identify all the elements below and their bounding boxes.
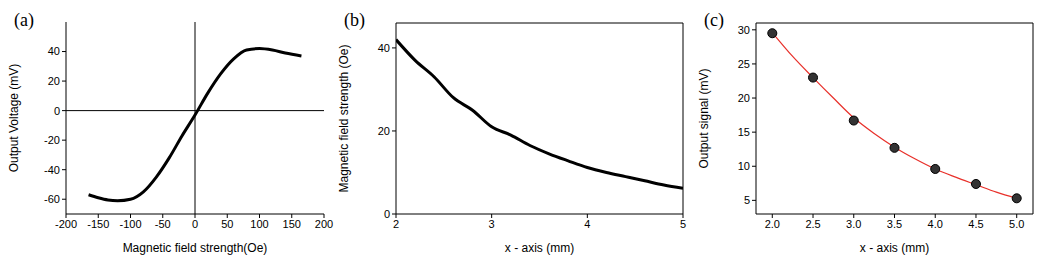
svg-text:5: 5 — [744, 194, 750, 206]
svg-text:-50: -50 — [155, 218, 171, 230]
svg-text:-150: -150 — [87, 218, 109, 230]
svg-text:Output signal (mV): Output signal (mV) — [698, 68, 711, 168]
svg-text:4: 4 — [584, 218, 590, 230]
svg-text:-200: -200 — [55, 218, 77, 230]
svg-text:-40: -40 — [44, 164, 60, 176]
svg-text:10: 10 — [738, 160, 750, 172]
svg-text:Magnetic field strength (Oe): Magnetic field strength (Oe) — [338, 44, 351, 192]
svg-text:3.0: 3.0 — [846, 218, 861, 230]
svg-text:150: 150 — [283, 218, 301, 230]
svg-text:3.5: 3.5 — [887, 218, 902, 230]
svg-text:25: 25 — [738, 58, 750, 70]
svg-text:x - axis (mm): x - axis (mm) — [505, 241, 574, 255]
svg-text:50: 50 — [221, 218, 233, 230]
svg-text:3: 3 — [489, 218, 495, 230]
svg-text:-100: -100 — [119, 218, 141, 230]
svg-text:2.5: 2.5 — [805, 218, 820, 230]
svg-text:15: 15 — [738, 126, 750, 138]
svg-text:x - axis (mm): x - axis (mm) — [860, 241, 929, 255]
svg-text:-20: -20 — [44, 134, 60, 146]
svg-text:20: 20 — [48, 75, 60, 87]
html-text:(b): (b) — [344, 10, 365, 30]
svg-text:-60: -60 — [44, 193, 60, 205]
svg-text:200: 200 — [315, 218, 333, 230]
svg-text:Magnetic field strength(Oe): Magnetic field strength(Oe) — [123, 241, 268, 255]
svg-text:30: 30 — [738, 24, 750, 36]
svg-text:100: 100 — [250, 218, 268, 230]
svg-text:4.0: 4.0 — [928, 218, 943, 230]
html-text:(c): (c) — [704, 10, 724, 30]
svg-text:0: 0 — [384, 208, 390, 220]
svg-text:20: 20 — [738, 92, 750, 104]
svg-text:5: 5 — [680, 218, 686, 230]
svg-text:20: 20 — [378, 125, 390, 137]
svg-text:Output Voltage (mV): Output Voltage (mV) — [8, 64, 21, 173]
svg-text:2.0: 2.0 — [765, 218, 780, 230]
svg-text:4.5: 4.5 — [968, 218, 983, 230]
svg-text:40: 40 — [378, 42, 390, 54]
html-text:(a): (a) — [14, 10, 34, 30]
svg-text:0: 0 — [54, 105, 60, 117]
svg-text:40: 40 — [48, 45, 60, 57]
svg-text:0: 0 — [192, 218, 198, 230]
svg-text:5.0: 5.0 — [1009, 218, 1024, 230]
svg-text:2: 2 — [393, 218, 399, 230]
